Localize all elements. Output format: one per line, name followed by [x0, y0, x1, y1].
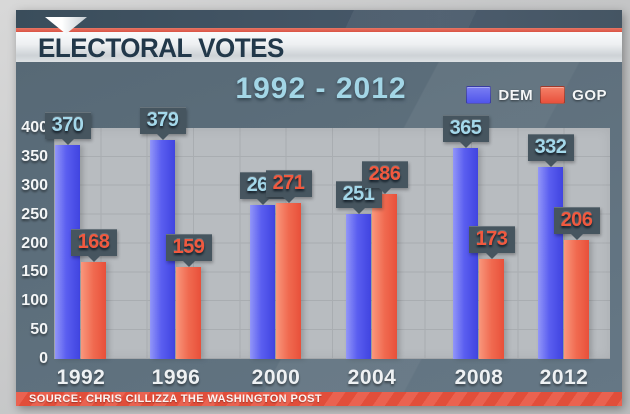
bar-dem-2012	[538, 167, 563, 359]
y-tick-label-100: 100	[21, 292, 48, 310]
y-tick-label-400: 400	[21, 119, 48, 136]
bar-gop-2008	[479, 259, 504, 359]
chart-subtitle: 1992 - 2012	[235, 72, 407, 105]
value-label-gop-2012: 206	[553, 207, 600, 240]
x-tick-label-2008: 2008	[454, 366, 504, 389]
y-tick-label-200: 200	[21, 234, 48, 252]
bar-gop-1992	[81, 262, 106, 359]
bar-gop-1996	[176, 267, 201, 359]
bar-dem-2004	[346, 214, 371, 359]
value-label-gop-2008: 173	[468, 226, 515, 260]
x-tick-label-2012: 2012	[539, 366, 589, 389]
x-tick-label-2000: 2000	[251, 366, 301, 389]
bar-gop-2000	[276, 202, 301, 359]
value-label-dem-2004: 251	[335, 181, 382, 214]
value-label-dem-2008: 365	[442, 115, 489, 149]
bar-dem-2000	[250, 205, 275, 359]
legend-swatch-gop	[540, 86, 566, 104]
y-tick-label-0: 0	[39, 350, 48, 367]
x-tick-label-1996: 1996	[151, 366, 201, 389]
value-label-gop-2000: 271	[265, 169, 312, 203]
value-label-gop-1996: 159	[165, 234, 212, 268]
source-attribution: SOURCE: CHRIS CILLIZZA THE WASHINGTON PO…	[16, 392, 622, 406]
bar-dem-2008	[453, 148, 478, 359]
red-accent-line	[16, 28, 622, 32]
value-label-dem-1996: 379	[139, 107, 186, 141]
legend-label-gop: GOP	[572, 86, 607, 104]
value-label-gop-2004: 286	[361, 160, 408, 194]
bar-gop-2012	[564, 240, 589, 359]
bar-gop-2004	[372, 193, 397, 359]
value-label-dem-2012: 332	[527, 134, 574, 168]
x-tick-label-1992: 1992	[56, 366, 106, 389]
broadcast-graphic: ELECTORAL VOTES 1992 - 2012 DEM GOP 0 50 1…	[16, 10, 622, 406]
legend-swatch-dem	[466, 86, 492, 104]
value-label-gop-1992: 168	[70, 229, 117, 262]
y-tick-label-350: 350	[21, 147, 48, 165]
title-band: ELECTORAL VOTES	[16, 32, 622, 64]
y-tick-label-250: 250	[21, 205, 48, 223]
value-label-dem-1992: 370	[44, 112, 91, 146]
chart-canvas: 1992 - 2012 DEM GOP 0 50 100 150 200 250 300 35…	[16, 62, 622, 392]
plot-area	[54, 128, 610, 359]
y-tick-label-300: 300	[21, 176, 48, 194]
page-title: ELECTORAL VOTES	[38, 32, 284, 64]
y-tick-label-50: 50	[30, 321, 48, 339]
x-tick-label-2004: 2004	[347, 366, 397, 389]
legend: DEM GOP	[466, 86, 607, 104]
y-tick-label-150: 150	[21, 263, 48, 281]
legend-label-dem: DEM	[498, 86, 534, 104]
top-banner-bar	[16, 10, 622, 28]
